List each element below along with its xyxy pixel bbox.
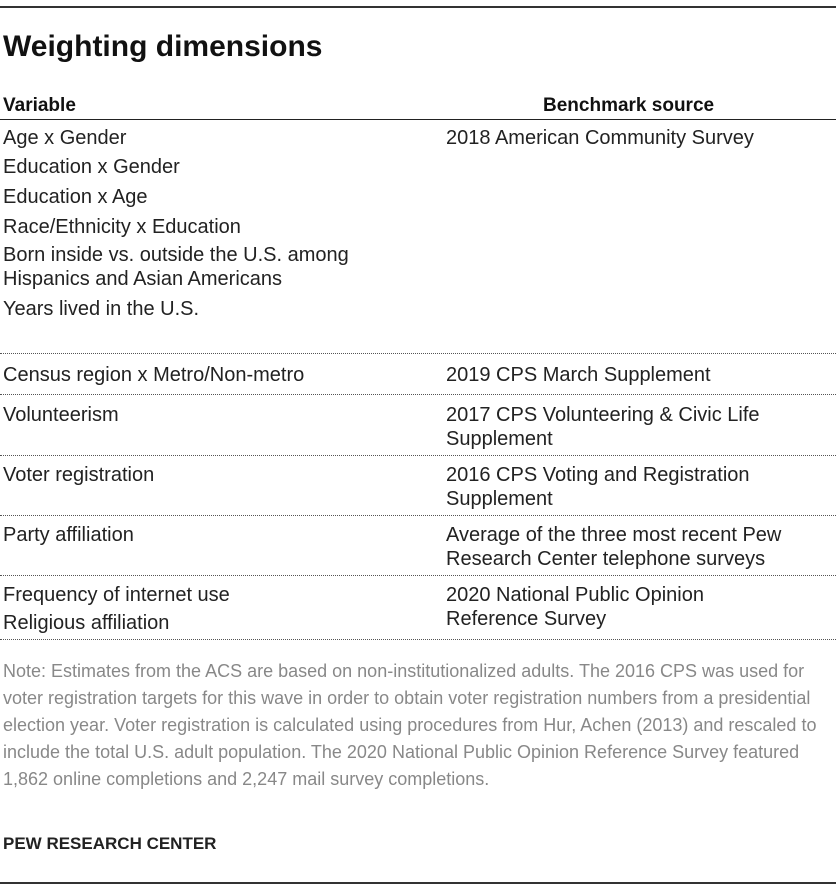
row-separator <box>0 575 836 576</box>
row-separator <box>0 455 836 456</box>
variable-nativity-line-1: Born inside vs. outside the U.S. among <box>3 244 349 266</box>
source-pew-average-line-2: Research Center telephone surveys <box>446 548 766 570</box>
variable-nativity-line-2: Hispanics and Asian Americans <box>3 268 283 290</box>
row-separator <box>0 515 836 516</box>
variable-education-age: Education x Age <box>3 186 148 208</box>
row-separator <box>0 639 836 640</box>
source-npors-line-2: Reference Survey <box>446 608 607 630</box>
variable-race-education: Race/Ethnicity x Education <box>3 216 241 238</box>
bottom-rule <box>0 882 836 884</box>
source-pew-average-line-1: Average of the three most recent Pew <box>446 524 782 546</box>
source-npors-line-1: 2020 National Public Opinion <box>446 584 704 606</box>
variable-volunteerism: Volunteerism <box>3 404 119 426</box>
source-acs: 2018 American Community Survey <box>446 127 754 149</box>
row-separator <box>0 394 836 395</box>
variable-voter-registration: Voter registration <box>3 464 155 486</box>
page-title: Weighting dimensions <box>3 30 323 63</box>
top-rule <box>0 6 836 8</box>
source-cps-volunteering-line-1: 2017 CPS Volunteering & Civic Life <box>446 404 760 426</box>
variable-years-in-us: Years lived in the U.S. <box>3 298 200 320</box>
header-rule <box>0 119 836 120</box>
variable-internet-use: Frequency of internet use <box>3 584 230 606</box>
variable-age-gender: Age x Gender <box>3 127 127 149</box>
source-credit: PEW RESEARCH CENTER <box>3 834 217 853</box>
source-cps-voting-line-1: 2016 CPS Voting and Registration <box>446 464 750 486</box>
column-header-variable: Variable <box>3 95 76 116</box>
variable-religious-affiliation: Religious affiliation <box>3 612 170 634</box>
source-cps-voting-line-2: Supplement <box>446 488 553 510</box>
source-cps-volunteering-line-2: Supplement <box>446 428 553 450</box>
row-separator <box>0 353 836 354</box>
variable-education-gender: Education x Gender <box>3 156 180 178</box>
column-header-benchmark-source: Benchmark source <box>543 95 715 116</box>
footnote: Note: Estimates from the ACS are based o… <box>3 661 817 789</box>
variable-party-affiliation: Party affiliation <box>3 524 134 546</box>
variable-census-region: Census region x Metro/Non-metro <box>3 364 305 386</box>
source-cps-march: 2019 CPS March Supplement <box>446 364 711 386</box>
